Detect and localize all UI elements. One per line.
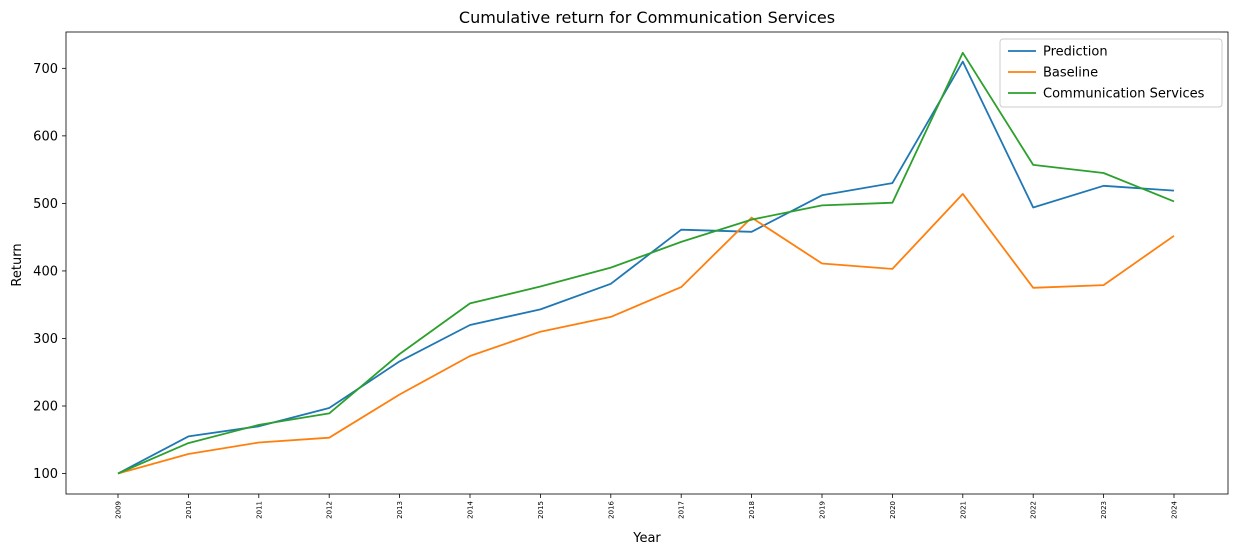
x-axis: 2009 2010 2011 2012 2013 2014 2015 2016 2017 2018… (115, 494, 1179, 519)
x-tick-label: 2009 (115, 501, 123, 519)
x-tick-label: 2013 (396, 501, 404, 519)
plot-frame (65, 31, 1229, 495)
y-tick-label: 300 (33, 332, 58, 347)
y-tick-label: 400 (33, 264, 58, 279)
x-tick-label: 2024 (1171, 500, 1179, 518)
x-tick-label: 2021 (959, 501, 967, 519)
series-line-2 (117, 192, 1175, 475)
x-tick-label: 2017 (678, 501, 686, 519)
legend-box (999, 38, 1223, 108)
x-tick-label: 2015 (537, 501, 545, 519)
x-tick-label: 2016 (607, 500, 615, 518)
y-tick-label: 600 (33, 129, 58, 144)
x-tick-label: 2022 (1030, 501, 1038, 519)
series-layer (117, 51, 1175, 475)
legend: Prediction Baseline Communication Services (999, 38, 1223, 108)
y-axis-label: Return (10, 243, 25, 286)
series-line-1 (117, 60, 1175, 475)
y-tick-label: 100 (33, 467, 58, 482)
chart-title: Cumulative return for Communication Serv… (459, 8, 835, 27)
legend-label: Prediction (1043, 45, 1108, 60)
y-axis: 100 200 300 400 500 600 700 (33, 62, 66, 482)
x-tick-label: 2020 (889, 501, 897, 519)
x-tick-label: 2019 (819, 501, 827, 519)
x-axis-label: Year (632, 531, 661, 546)
x-tick-label: 2011 (255, 501, 263, 519)
y-tick-label: 500 (33, 197, 58, 212)
plot-area (65, 31, 1229, 495)
legend-label: Communication Services (1043, 87, 1205, 102)
x-tick-label: 2012 (326, 501, 334, 519)
y-tick-label: 200 (33, 400, 58, 415)
x-tick-label: 2023 (1100, 501, 1108, 519)
x-tick-label: 2014 (467, 500, 475, 518)
x-tick-label: 2018 (748, 501, 756, 519)
legend-label: Baseline (1043, 66, 1098, 81)
x-tick-label: 2010 (185, 501, 193, 519)
y-tick-label: 700 (33, 62, 58, 77)
series-line-3 (117, 51, 1175, 475)
